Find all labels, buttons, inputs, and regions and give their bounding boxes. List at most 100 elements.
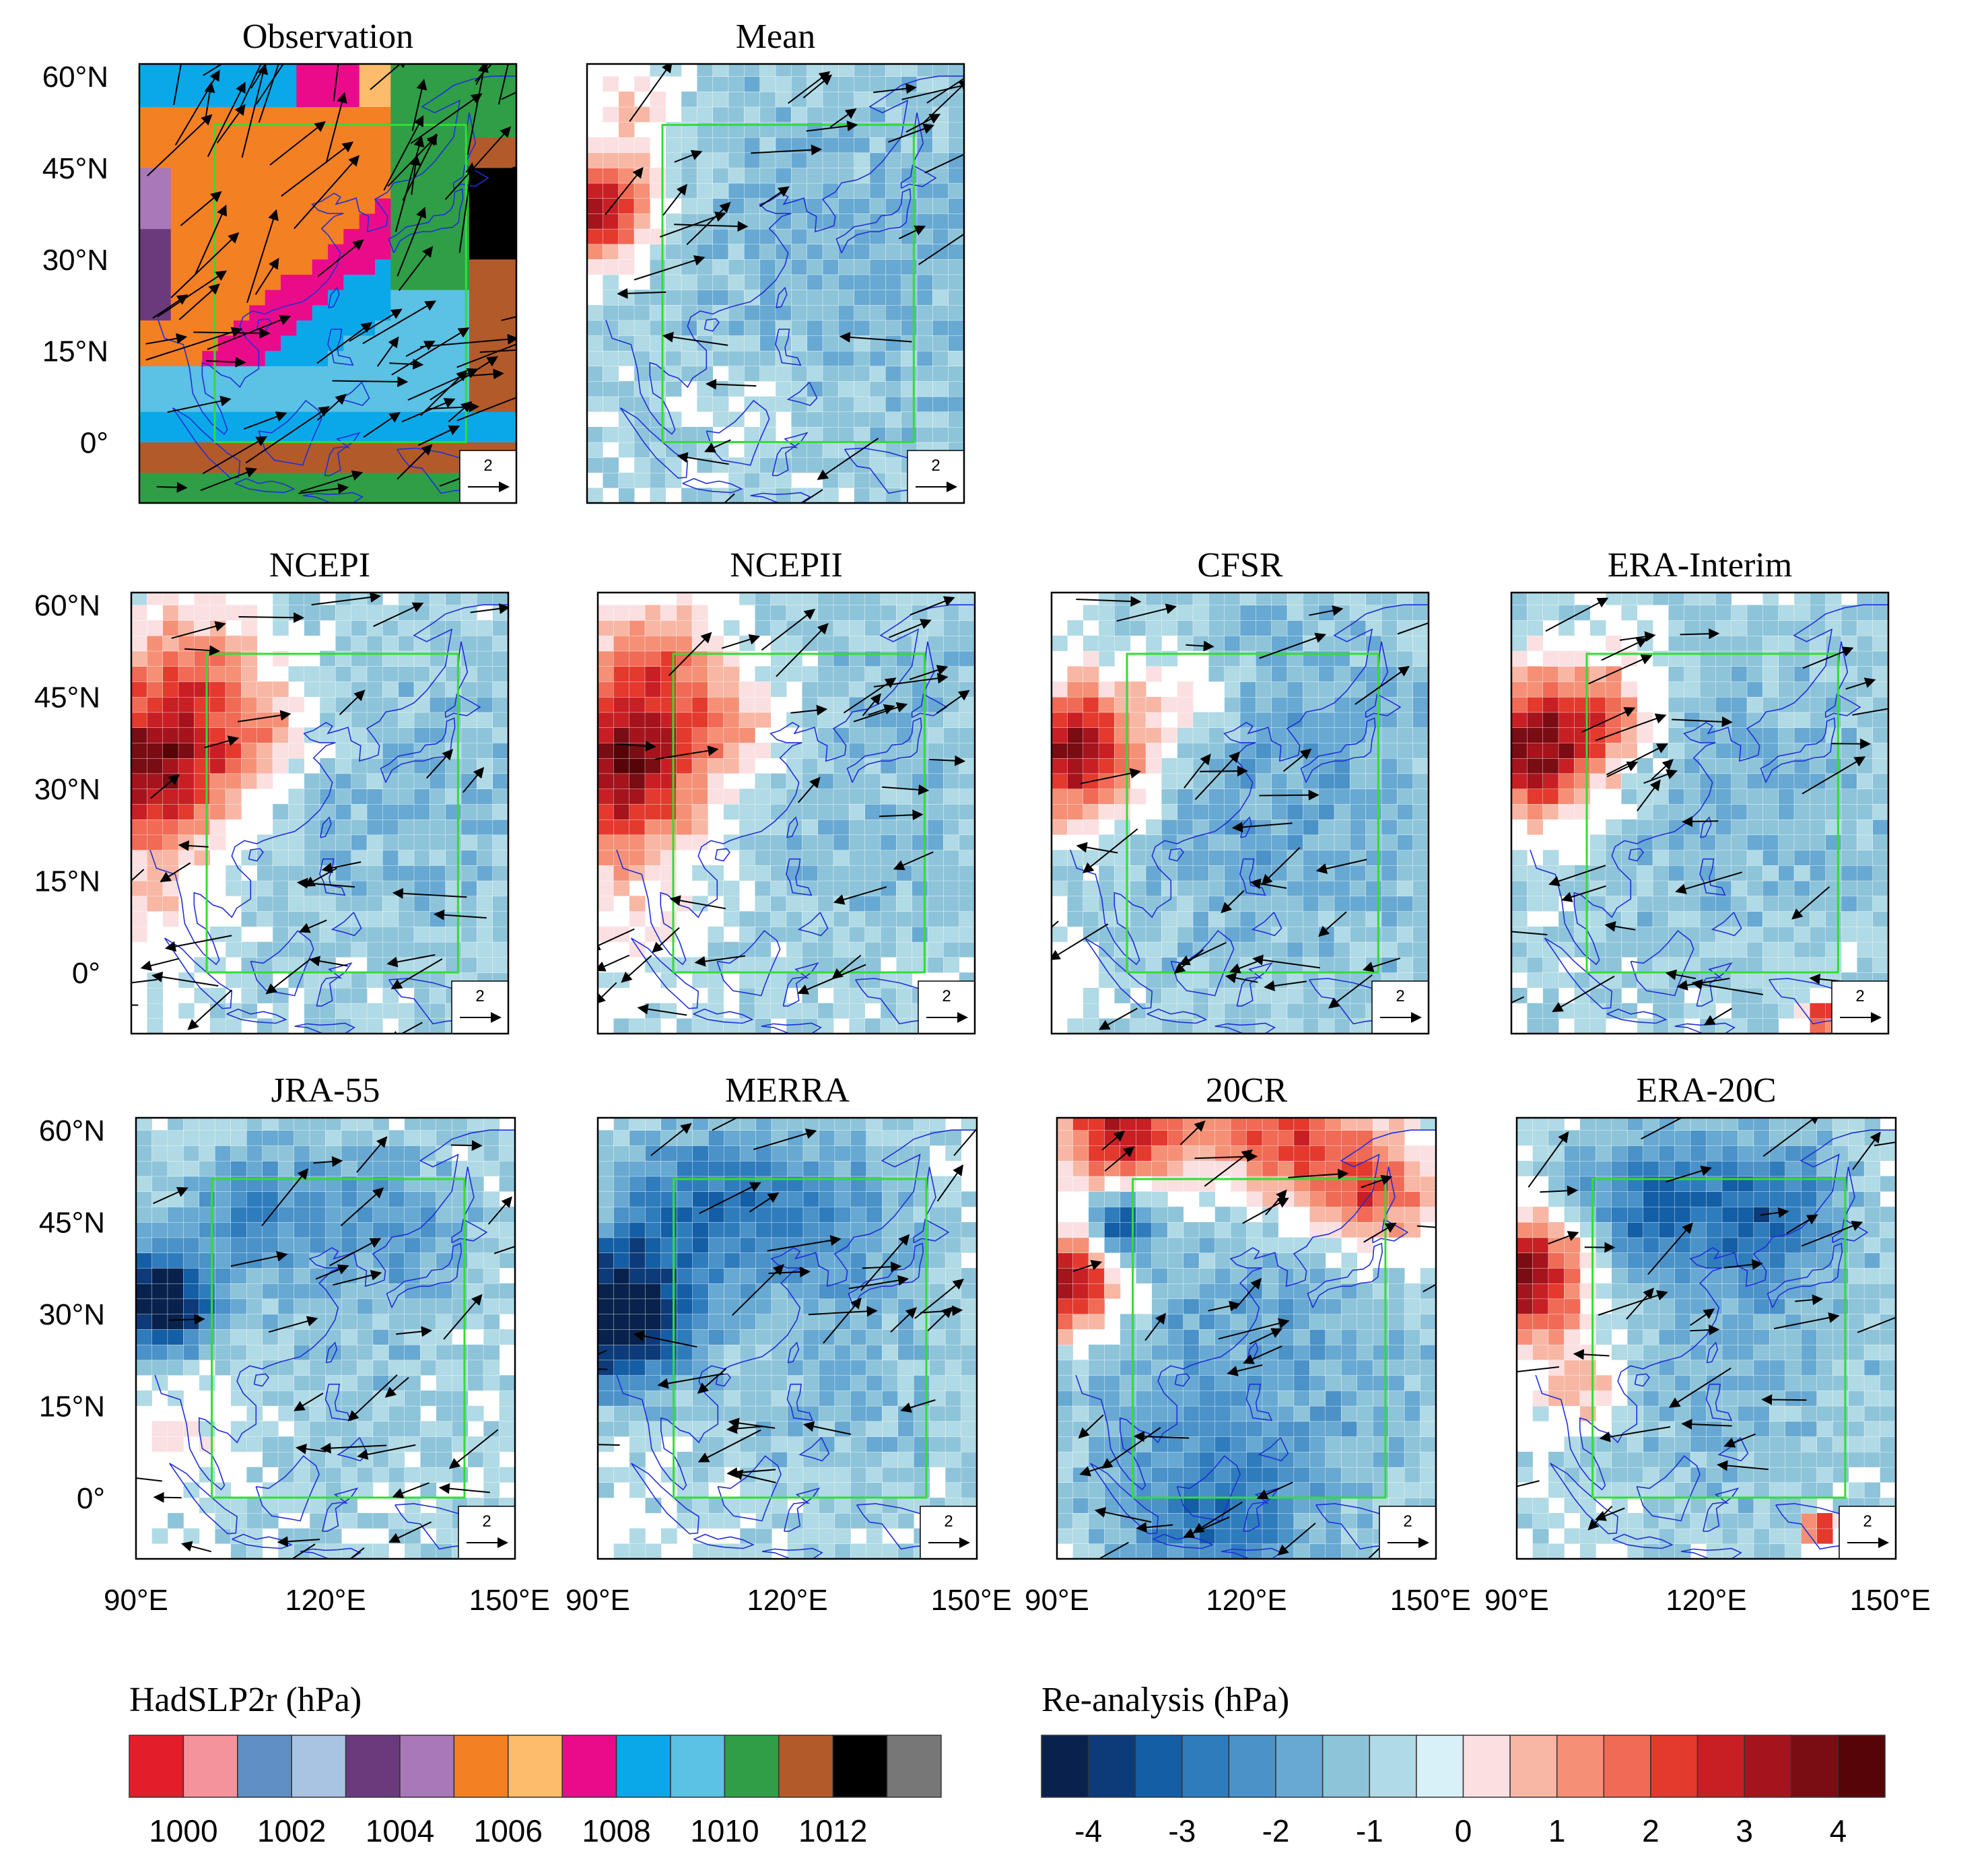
reference-vector-label: 2 [1855,987,1864,1005]
grid-cell [587,198,604,214]
grid-cell [1841,834,1858,850]
grid-cell [869,228,887,244]
grid-cell [131,880,148,897]
grid-cell [151,1360,168,1376]
grid-cell [629,896,646,912]
grid-cell [618,137,635,154]
grid-cell [413,834,431,850]
grid-cell [178,1003,195,1019]
grid-cell [422,259,438,275]
grid-cell [162,788,179,805]
grid-cell [1527,635,1544,652]
grid-cell [438,167,454,184]
grid-cell [343,411,360,428]
grid-cell [691,865,709,881]
grid-cell [217,259,234,275]
grid-cell [406,380,423,397]
grid-cell [723,910,740,927]
coastline [1606,1008,1668,1024]
wind-vector [873,83,917,94]
grid-cell [1052,803,1068,820]
grid-cell [598,1129,615,1146]
grid-cell [916,426,934,443]
grid-cell [1746,666,1764,682]
grid-cell [901,335,918,351]
grid-cell [304,849,320,866]
grid-cell [692,1191,710,1207]
grid-cell [807,243,823,260]
grid-cell [650,243,666,260]
grid-cell [1511,987,1528,1004]
grid-cell [1558,803,1575,820]
grid-cell [959,650,975,667]
grid-cell [413,788,431,805]
grid-cell [959,788,975,805]
grid-cell [755,803,772,820]
wind-vector [140,958,179,971]
coastline [320,816,332,838]
wind-vector [339,690,366,716]
grid-cell [388,1360,405,1376]
grid-cell [343,213,360,230]
grid-cell [319,696,337,713]
grid-cell [1637,910,1653,927]
grid-cell [692,1390,710,1407]
grid-cell [272,681,289,698]
grid-cell [312,64,329,77]
grid-cell [755,834,772,850]
grid-cell [167,1237,184,1253]
grid-cell [864,849,881,866]
wind-vector [320,1442,387,1454]
grid-cell [681,182,698,199]
grid-cell [1652,788,1670,805]
reference-vector-label: 2 [482,1512,491,1531]
grid-cell [1287,727,1304,743]
grid-cell [587,350,604,366]
wind-vector [1173,949,1204,974]
grid-cell [1256,605,1272,621]
grid-cell [382,727,399,743]
grid-cell [618,442,635,458]
grid-cell [744,320,761,336]
grid-cell [770,896,787,912]
grid-cell [629,788,646,805]
grid-cell [948,106,964,123]
grid-cell [1161,788,1178,805]
grid-cell [309,1421,327,1437]
grid-cell [770,834,787,850]
grid-cell [869,198,887,214]
grid-cell [1334,880,1351,897]
grid-cell [1872,712,1888,728]
grid-cell [335,849,352,866]
grid-cell [1668,849,1685,866]
grid-cell [598,1283,615,1300]
grid-cell [1177,941,1194,958]
grid-cell [587,152,604,168]
grid-cell [1715,758,1732,774]
grid-cell [388,1329,405,1345]
grid-cell [325,1436,342,1452]
grid-cell [587,488,604,503]
grid-cell [256,681,273,698]
grid-cell [186,350,203,366]
grid-cell [817,865,834,881]
grid-cell [728,198,745,214]
grid-cell [896,926,913,943]
grid-cell [351,773,368,789]
grid-cell [708,1252,725,1269]
wind-vector [363,411,401,438]
grid-cell [453,76,470,92]
grid-cell [430,1018,446,1034]
grid-cell [155,411,172,428]
grid-cell [375,472,391,488]
grid-cell [382,896,399,912]
grid-cell [304,788,320,805]
grid-cell [1318,957,1335,973]
grid-cell [398,681,415,698]
grid-cell [660,727,677,743]
grid-cell [194,696,211,713]
grid-cell [665,167,682,184]
grid-cell [1114,803,1131,820]
grid-cell [388,1421,405,1437]
grid-cell [1542,880,1559,897]
